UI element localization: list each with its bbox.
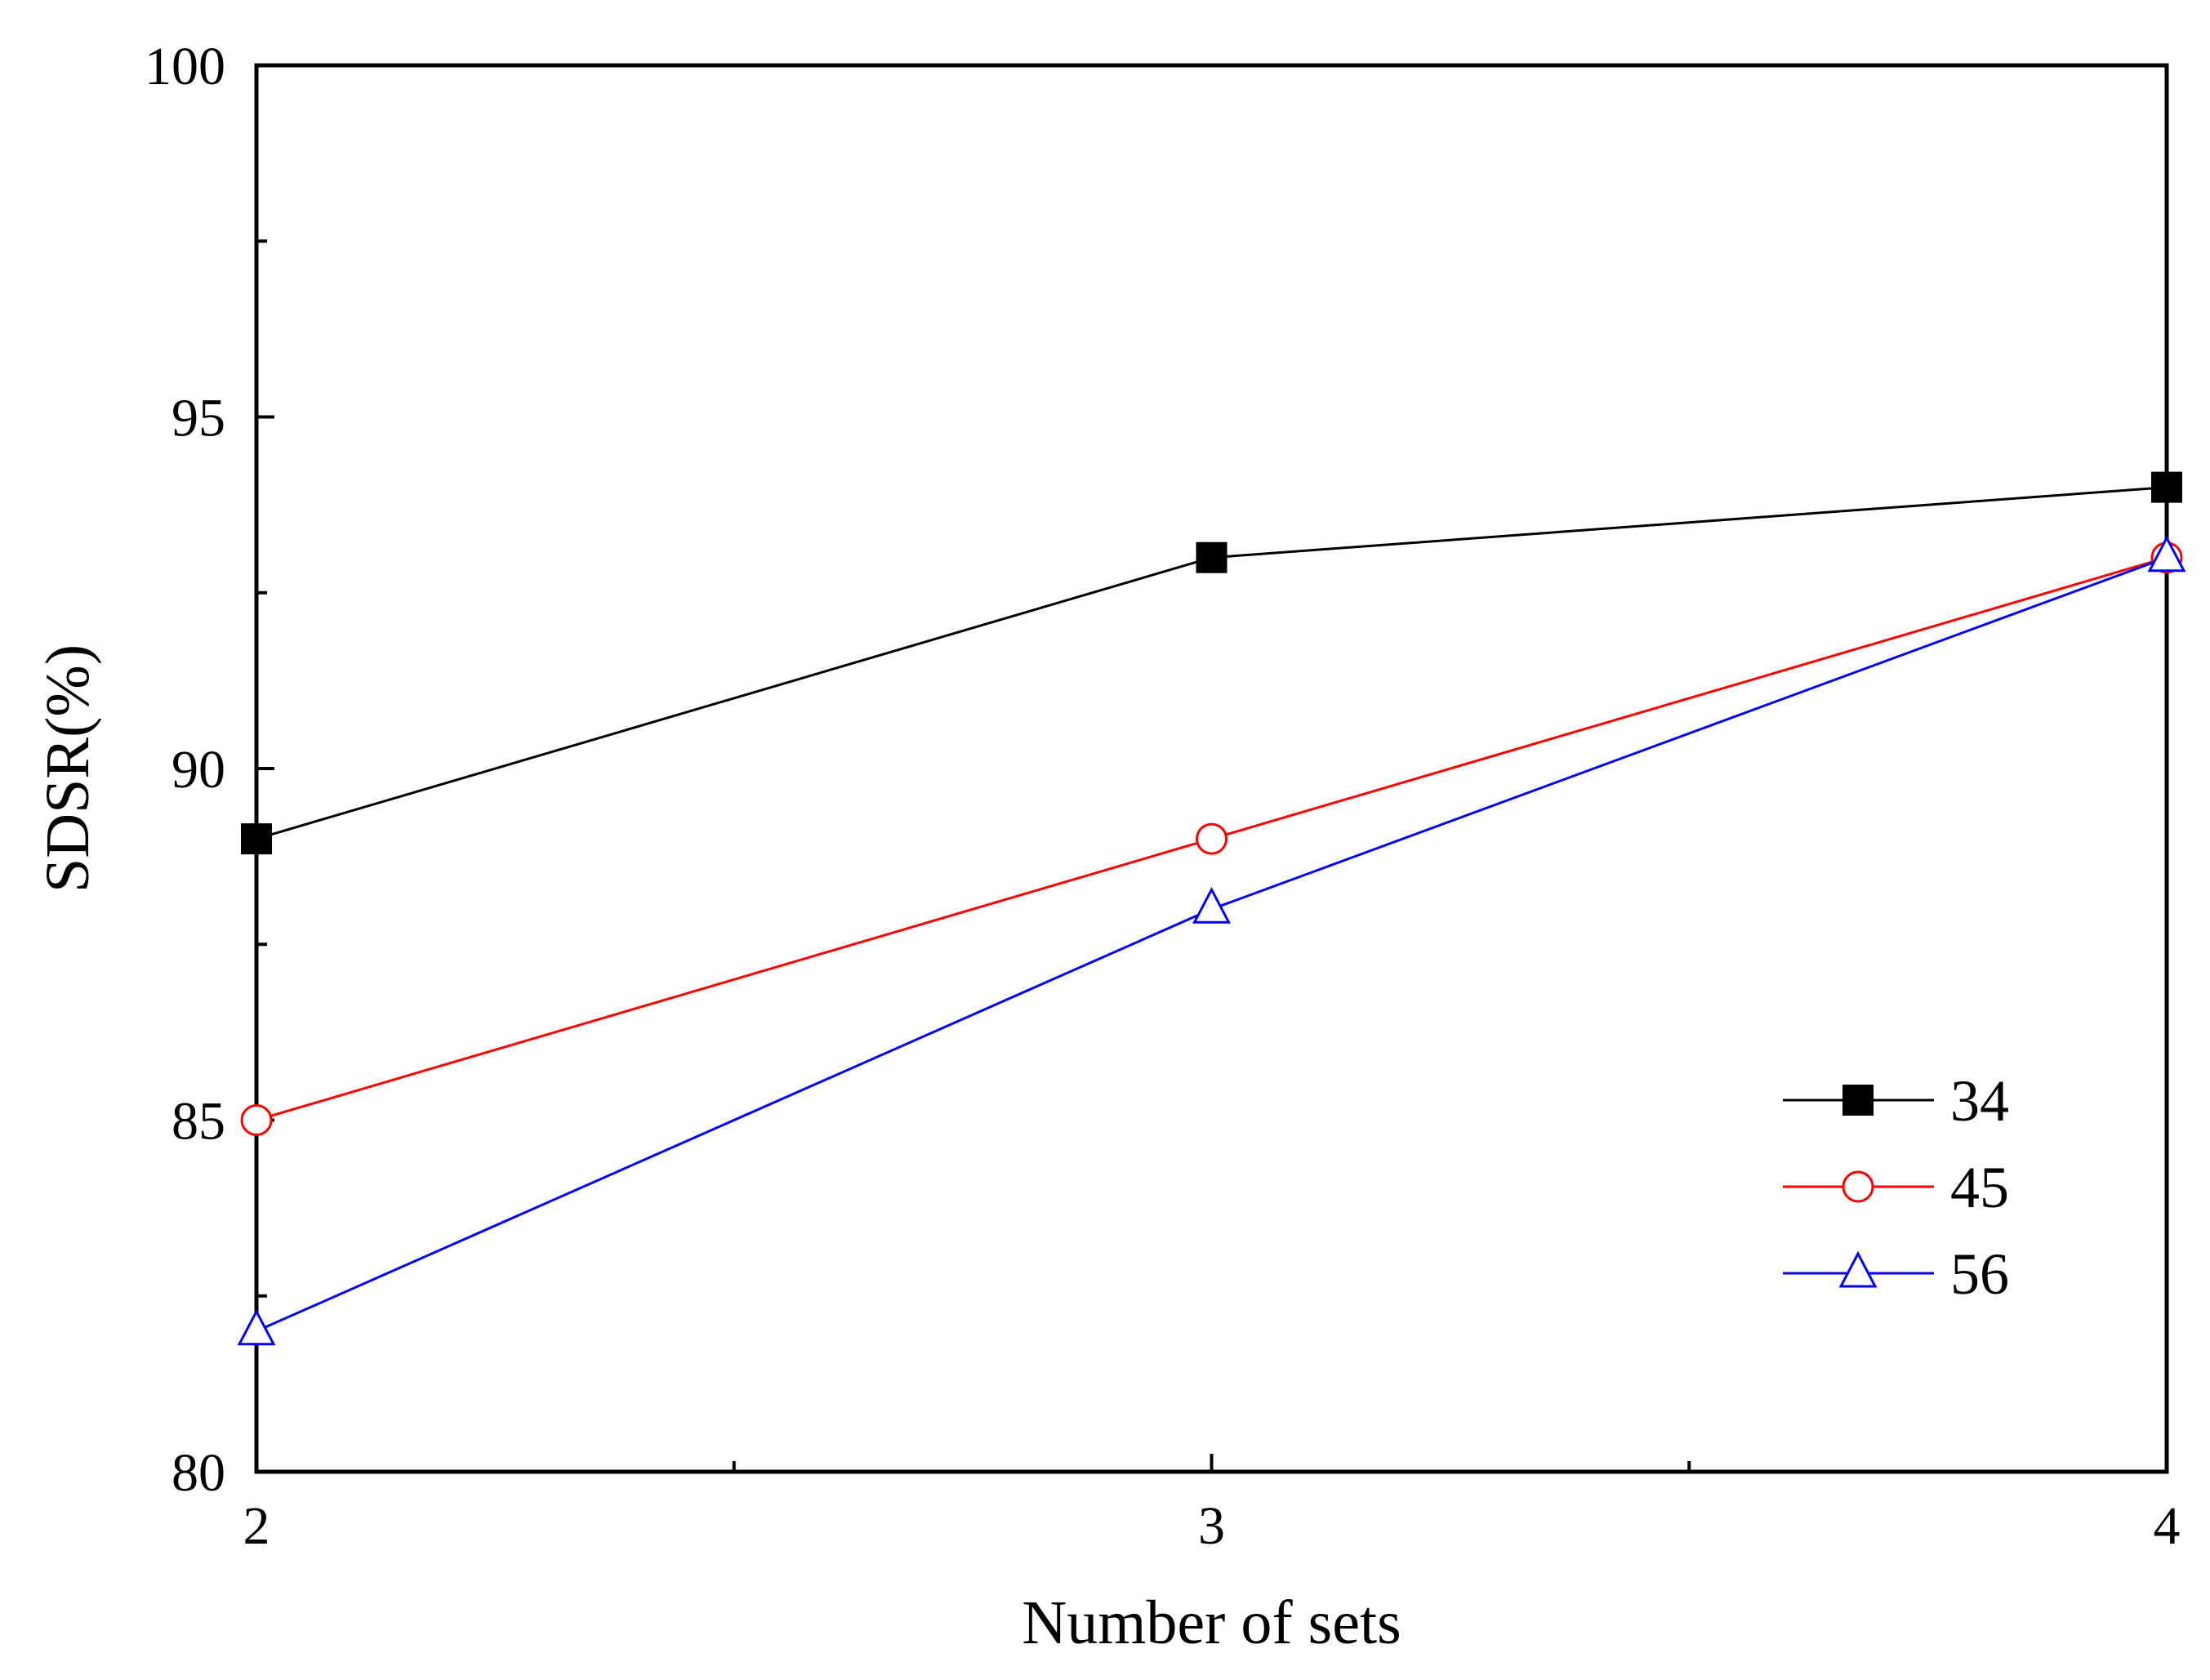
y-tick-label: 90 xyxy=(172,740,225,800)
x-tick-label: 4 xyxy=(2154,1496,2181,1556)
legend-label: 34 xyxy=(1950,1068,2009,1134)
data-point-34 xyxy=(2151,471,2182,503)
legend-marker-34 xyxy=(1842,1085,1874,1116)
y-tick-label: 95 xyxy=(172,389,225,448)
data-point-56 xyxy=(1192,886,1231,924)
plot-frame xyxy=(254,63,2169,1474)
legend-item-56: 56 xyxy=(1783,1241,2009,1307)
data-point-45 xyxy=(240,1104,273,1136)
legend-marker-56 xyxy=(1838,1250,1878,1288)
legend-label: 45 xyxy=(1950,1155,2009,1220)
series-56 xyxy=(237,535,2186,1346)
y-tick-label: 85 xyxy=(172,1092,225,1152)
data-point-34 xyxy=(1196,541,1228,573)
y-tick-label: 100 xyxy=(145,37,225,96)
y-tick-label: 80 xyxy=(172,1443,225,1503)
data-point-34 xyxy=(241,823,272,855)
legend-marker-45 xyxy=(1842,1170,1874,1203)
data-point-45 xyxy=(1196,822,1228,855)
legend-item-45: 45 xyxy=(1783,1155,2009,1220)
x-tick-label: 2 xyxy=(243,1496,270,1556)
x-axis-title: Number of sets xyxy=(1022,1589,1401,1657)
legend: 34 45 56 xyxy=(1783,1068,2009,1307)
series-group xyxy=(237,471,2186,1346)
data-point-56 xyxy=(237,1308,276,1346)
series-34 xyxy=(241,471,2182,855)
y-axis-title: SDSR(%) xyxy=(33,644,102,893)
series-line-56 xyxy=(256,556,2168,1333)
x-tick-label: 3 xyxy=(1198,1496,1225,1556)
data-point-56 xyxy=(2147,535,2186,573)
series-45 xyxy=(240,541,2183,1136)
legend-item-34: 34 xyxy=(1783,1068,2009,1134)
legend-label: 56 xyxy=(1950,1241,2009,1307)
